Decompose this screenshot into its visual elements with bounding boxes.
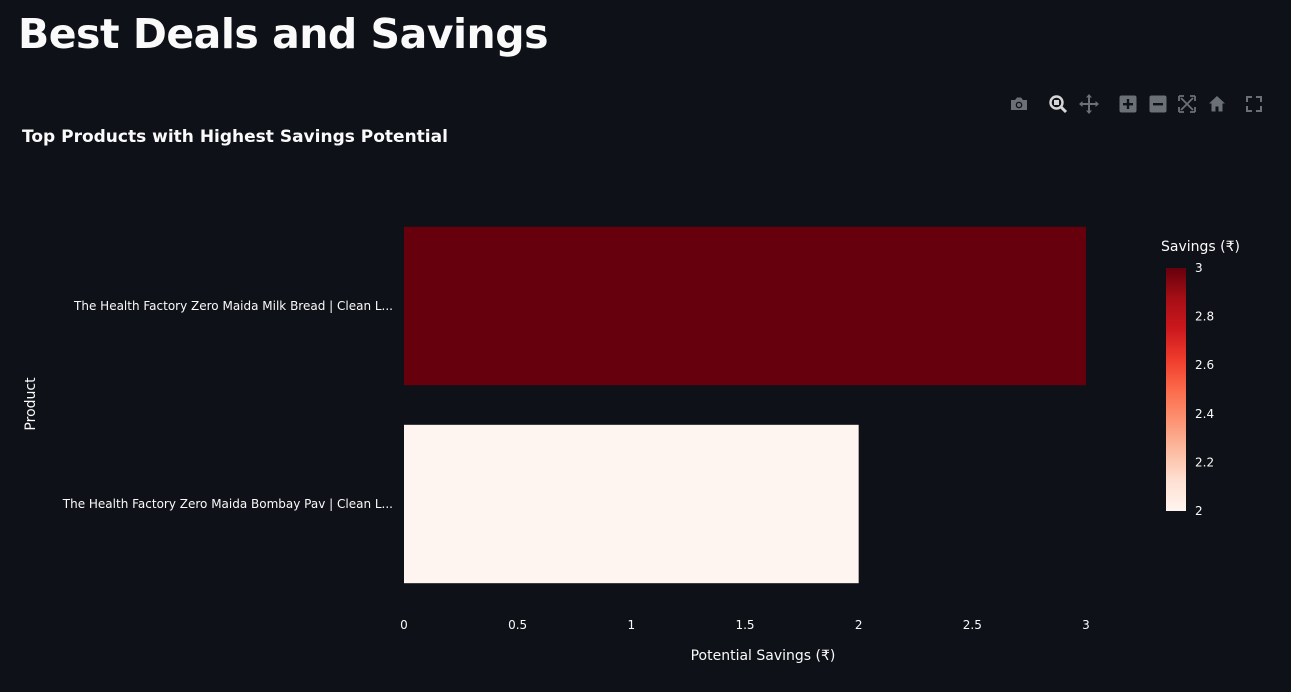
y-tick-label: The Health Factory Zero Maida Bombay Pav… [62, 497, 393, 511]
x-tick-label: 2 [855, 618, 863, 632]
colorbar-tick-label: 2.4 [1195, 407, 1214, 421]
autoscale-icon[interactable] [1176, 92, 1198, 116]
colorbar-tick-label: 2.6 [1195, 358, 1214, 372]
camera-icon[interactable] [1008, 92, 1030, 116]
bar-1[interactable] [404, 226, 1086, 386]
bars-layer [404, 226, 1086, 584]
x-tick-label: 1.5 [735, 618, 754, 632]
colorbar-tick-labels: 2 2.2 2.4 2.6 2.8 3 [1195, 261, 1214, 518]
zoom-out-icon[interactable] [1147, 92, 1169, 116]
colorbar-gradient [1166, 268, 1186, 511]
x-tick-label: 3 [1082, 618, 1090, 632]
colorbar-title: Savings (₹) [1161, 239, 1240, 255]
fullscreen-icon[interactable] [1243, 92, 1265, 116]
y-tick-label: The Health Factory Zero Maida Milk Bread… [73, 299, 393, 313]
chart-title: Top Products with Highest Savings Potent… [22, 127, 448, 147]
colorbar-tick-label: 2 [1195, 504, 1203, 518]
pan-icon[interactable] [1078, 92, 1100, 116]
bar-2[interactable] [404, 424, 859, 584]
x-tick-label: 0 [400, 618, 408, 632]
colorbar-tick-label: 2.2 [1195, 455, 1214, 469]
colorbar-tick-label: 3 [1195, 261, 1203, 275]
x-tick-label: 2.5 [963, 618, 982, 632]
zoom-in-icon[interactable] [1117, 92, 1139, 116]
zoom-icon[interactable] [1047, 92, 1069, 116]
plot-modebar [1000, 92, 1275, 118]
page-title: Best Deals and Savings [18, 10, 548, 58]
y-tick-labels: The Health Factory Zero Maida Milk Bread… [62, 299, 393, 511]
x-tick-label: 0.5 [508, 618, 527, 632]
y-axis-title: Product [23, 377, 39, 431]
home-icon[interactable] [1206, 92, 1228, 116]
colorbar-tick-label: 2.8 [1195, 310, 1214, 324]
x-tick-labels: 0 0.5 1 1.5 2 2.5 3 [400, 618, 1090, 632]
x-tick-label: 1 [628, 618, 636, 632]
x-axis-title: Potential Savings (₹) [691, 648, 836, 664]
